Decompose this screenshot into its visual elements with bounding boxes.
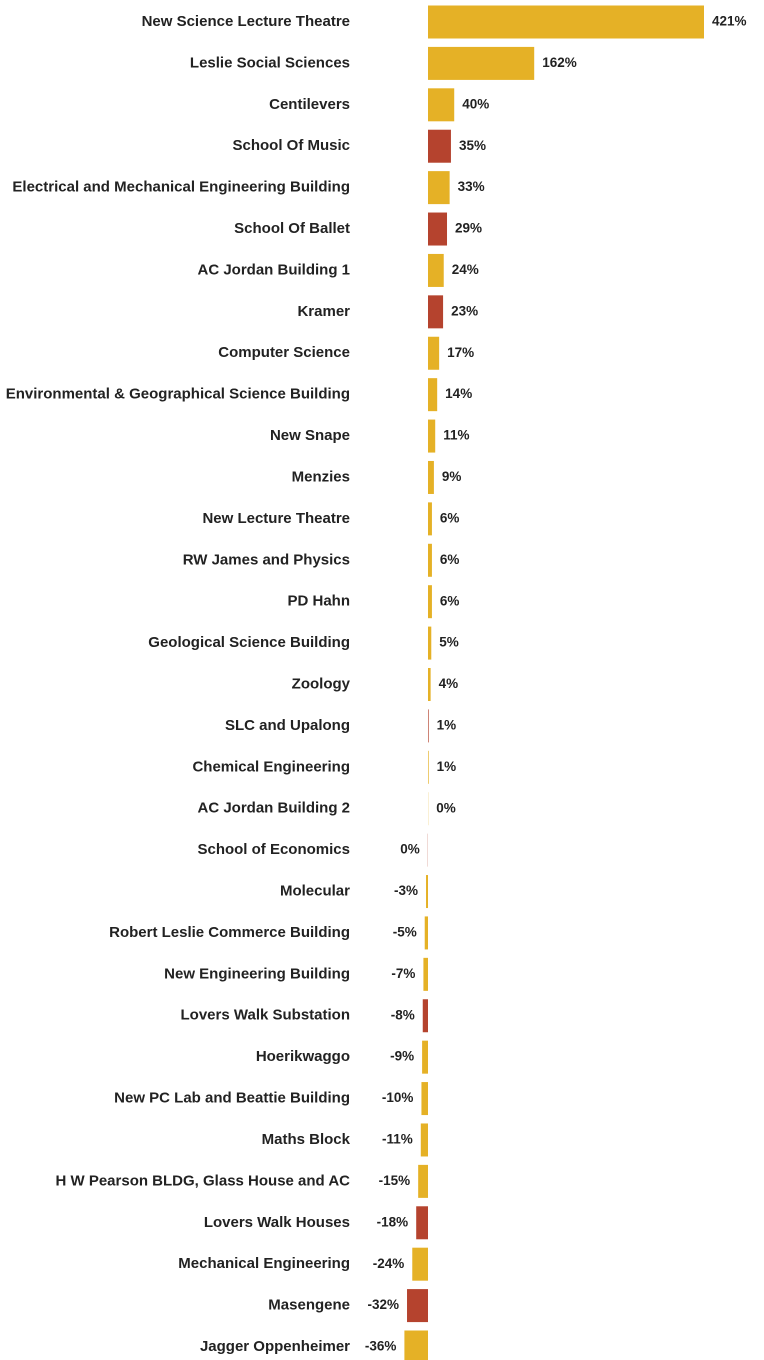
category-label: SLC and Upalong (225, 717, 350, 734)
category-label: Robert Leslie Commerce Building (109, 924, 350, 941)
bar (428, 171, 450, 205)
bar (428, 502, 432, 536)
bar (428, 5, 704, 39)
category-label: New PC Lab and Beattie Building (114, 1090, 350, 1107)
bar (418, 1164, 429, 1198)
category-label: H W Pearson BLDG, Glass House and AC (56, 1172, 351, 1189)
value-label: -7% (391, 966, 415, 981)
bar (428, 88, 455, 122)
bar (407, 1289, 429, 1323)
category-label: School Of Ballet (234, 220, 350, 237)
value-label: 6% (440, 593, 460, 608)
bar (422, 1040, 429, 1074)
value-label: 14% (445, 386, 472, 401)
category-label: Lovers Walk Substation (181, 1007, 350, 1024)
value-label: -24% (373, 1256, 405, 1271)
category-label: Jagger Oppenheimer (200, 1338, 350, 1355)
value-label: 23% (451, 303, 478, 318)
category-label: Chemical Engineering (192, 758, 350, 775)
category-label: Computer Science (218, 344, 350, 361)
bar (428, 668, 431, 701)
value-label: -3% (394, 883, 418, 898)
category-label: School Of Music (232, 137, 350, 154)
category-label: AC Jordan Building 1 (197, 261, 350, 278)
value-label: 6% (440, 510, 460, 525)
value-label: 17% (447, 345, 474, 360)
bar (428, 750, 429, 784)
category-label: Hoerikwaggo (256, 1048, 350, 1065)
category-label: Menzies (292, 468, 350, 485)
value-label: 0% (436, 800, 456, 815)
category-label: Leslie Social Sciences (190, 54, 350, 71)
category-label: Zoology (292, 675, 351, 692)
value-label: 1% (437, 717, 457, 732)
value-label: -8% (391, 1007, 415, 1022)
value-label: -10% (382, 1090, 414, 1105)
bar (428, 212, 448, 246)
value-label: -9% (390, 1049, 414, 1064)
value-label: 1% (437, 759, 457, 774)
value-label: -18% (377, 1214, 409, 1229)
category-label: Lovers Walk Houses (204, 1214, 350, 1231)
bar (428, 543, 432, 577)
value-label: 9% (442, 469, 462, 484)
bar (423, 957, 429, 991)
value-label: 40% (462, 96, 489, 111)
value-label: -15% (379, 1173, 411, 1188)
category-label: Mechanical Engineering (178, 1255, 350, 1272)
value-label: -11% (382, 1132, 413, 1147)
value-label: 6% (440, 552, 460, 567)
category-label: Environmental & Geographical Science Bui… (6, 386, 350, 403)
bar (428, 709, 429, 743)
category-label: Geological Science Building (148, 634, 350, 651)
bar (428, 378, 438, 412)
category-label: Molecular (280, 883, 350, 900)
bar (428, 46, 535, 80)
bar (404, 1330, 429, 1360)
bar (428, 253, 444, 287)
category-label: New Snape (270, 427, 350, 444)
value-label: 33% (458, 179, 485, 194)
bar (428, 336, 440, 370)
category-label: New Engineering Building (164, 965, 350, 982)
bar (422, 999, 429, 1033)
bar (428, 585, 432, 619)
value-label: 24% (452, 262, 479, 277)
category-label: Kramer (297, 303, 350, 320)
bar (428, 626, 432, 660)
bar (428, 460, 434, 494)
category-label: New Lecture Theatre (202, 510, 350, 527)
category-label: School of Economics (197, 841, 350, 858)
bar (420, 1123, 429, 1157)
bar (426, 875, 429, 909)
value-label: 35% (459, 138, 486, 153)
category-label: PD Hahn (287, 593, 350, 610)
value-label: 29% (455, 221, 482, 236)
bar (421, 1082, 429, 1116)
category-label: Masengene (268, 1297, 350, 1314)
category-label: Maths Block (262, 1131, 351, 1148)
bar (424, 916, 429, 950)
bar (428, 129, 451, 163)
category-label: Centilevers (269, 96, 350, 113)
category-label: Electrical and Mechanical Engineering Bu… (12, 179, 350, 196)
value-label: 5% (439, 635, 459, 650)
value-label: 162% (542, 55, 577, 70)
value-label: -5% (393, 925, 417, 940)
bar (416, 1206, 429, 1240)
bar (428, 419, 436, 453)
bar (428, 295, 444, 329)
value-label: 0% (400, 842, 420, 857)
bar (412, 1247, 429, 1281)
value-label: -36% (365, 1339, 397, 1354)
value-label: 4% (439, 676, 459, 691)
value-label: 11% (443, 428, 469, 443)
category-label: New Science Lecture Theatre (142, 13, 350, 30)
category-label: AC Jordan Building 2 (197, 800, 350, 817)
category-label: RW James and Physics (183, 551, 350, 568)
value-label: 421% (712, 14, 747, 29)
value-label: -32% (368, 1297, 400, 1312)
